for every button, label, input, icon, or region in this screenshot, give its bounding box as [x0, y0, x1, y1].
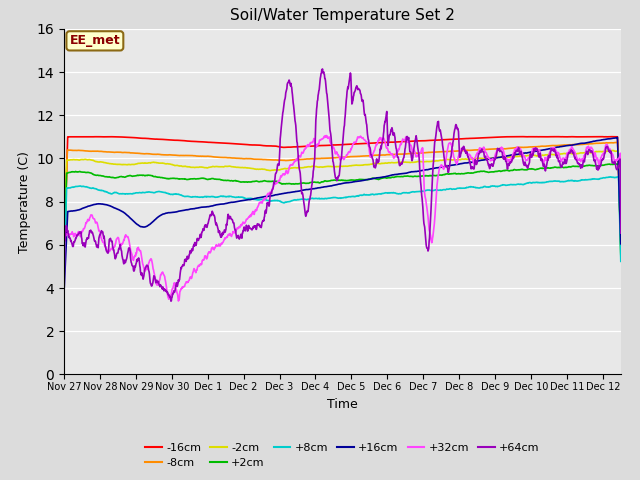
- -16cm: [516, 134, 524, 140]
- +2cm: [308, 180, 316, 185]
- -2cm: [126, 162, 134, 168]
- +64cm: [617, 230, 625, 236]
- +2cm: [617, 252, 625, 257]
- +16cm: [318, 184, 326, 190]
- +32cm: [126, 242, 134, 248]
- +8cm: [103, 189, 111, 195]
- +8cm: [60, 278, 68, 284]
- -8cm: [617, 242, 625, 248]
- -8cm: [126, 150, 134, 156]
- -2cm: [60, 258, 68, 264]
- +32cm: [378, 135, 385, 141]
- -2cm: [617, 252, 625, 258]
- -16cm: [308, 143, 316, 149]
- -2cm: [103, 160, 111, 166]
- +8cm: [617, 259, 625, 264]
- -16cm: [318, 143, 326, 148]
- -8cm: [296, 156, 304, 162]
- -8cm: [103, 149, 111, 155]
- -2cm: [377, 161, 385, 167]
- -16cm: [103, 134, 111, 140]
- -16cm: [126, 134, 134, 140]
- +2cm: [103, 174, 111, 180]
- +32cm: [103, 248, 111, 254]
- +8cm: [377, 191, 385, 197]
- +2cm: [296, 180, 304, 186]
- -2cm: [308, 164, 316, 169]
- -16cm: [60, 253, 68, 259]
- Line: +64cm: +64cm: [64, 69, 621, 301]
- +64cm: [319, 66, 326, 72]
- -16cm: [377, 140, 385, 145]
- Text: EE_met: EE_met: [70, 35, 120, 48]
- -2cm: [296, 165, 304, 170]
- +32cm: [60, 300, 68, 306]
- +2cm: [60, 271, 68, 277]
- -2cm: [607, 147, 614, 153]
- +64cm: [318, 67, 326, 73]
- +64cm: [378, 143, 385, 148]
- +16cm: [617, 241, 625, 247]
- Title: Soil/Water Temperature Set 2: Soil/Water Temperature Set 2: [230, 9, 455, 24]
- +16cm: [103, 202, 111, 208]
- Y-axis label: Temperature (C): Temperature (C): [18, 151, 31, 252]
- Line: -8cm: -8cm: [64, 143, 621, 262]
- +64cm: [308, 181, 316, 187]
- Line: +16cm: +16cm: [64, 137, 621, 293]
- +16cm: [126, 215, 134, 220]
- +16cm: [296, 188, 304, 193]
- +16cm: [377, 175, 385, 180]
- -8cm: [614, 140, 621, 145]
- +64cm: [60, 279, 68, 285]
- +16cm: [308, 186, 316, 192]
- Line: -2cm: -2cm: [64, 150, 621, 261]
- -2cm: [318, 164, 326, 170]
- Line: +2cm: +2cm: [64, 164, 621, 274]
- +32cm: [318, 136, 326, 142]
- -8cm: [308, 156, 316, 162]
- -16cm: [296, 144, 304, 149]
- X-axis label: Time: Time: [327, 397, 358, 410]
- +8cm: [318, 196, 326, 202]
- Line: +32cm: +32cm: [64, 135, 621, 303]
- +64cm: [297, 176, 305, 182]
- Line: -16cm: -16cm: [64, 137, 621, 256]
- +8cm: [296, 197, 304, 203]
- +16cm: [60, 290, 68, 296]
- Line: +8cm: +8cm: [64, 177, 621, 281]
- +2cm: [612, 161, 620, 167]
- -8cm: [377, 152, 385, 158]
- +64cm: [167, 298, 175, 304]
- +32cm: [296, 154, 304, 160]
- +16cm: [614, 134, 621, 140]
- +2cm: [126, 173, 134, 179]
- +64cm: [103, 249, 111, 254]
- Legend: -16cm, -8cm, -2cm, +2cm, +8cm, +16cm, +32cm, +64cm: -16cm, -8cm, -2cm, +2cm, +8cm, +16cm, +3…: [141, 438, 544, 472]
- +32cm: [617, 205, 625, 211]
- +32cm: [308, 140, 316, 145]
- -8cm: [318, 156, 326, 161]
- -8cm: [60, 259, 68, 265]
- +2cm: [318, 179, 326, 185]
- +64cm: [126, 246, 134, 252]
- +8cm: [126, 191, 134, 196]
- +32cm: [323, 132, 330, 138]
- +8cm: [607, 174, 614, 180]
- +8cm: [308, 195, 316, 201]
- +2cm: [377, 176, 385, 181]
- -16cm: [617, 241, 625, 247]
